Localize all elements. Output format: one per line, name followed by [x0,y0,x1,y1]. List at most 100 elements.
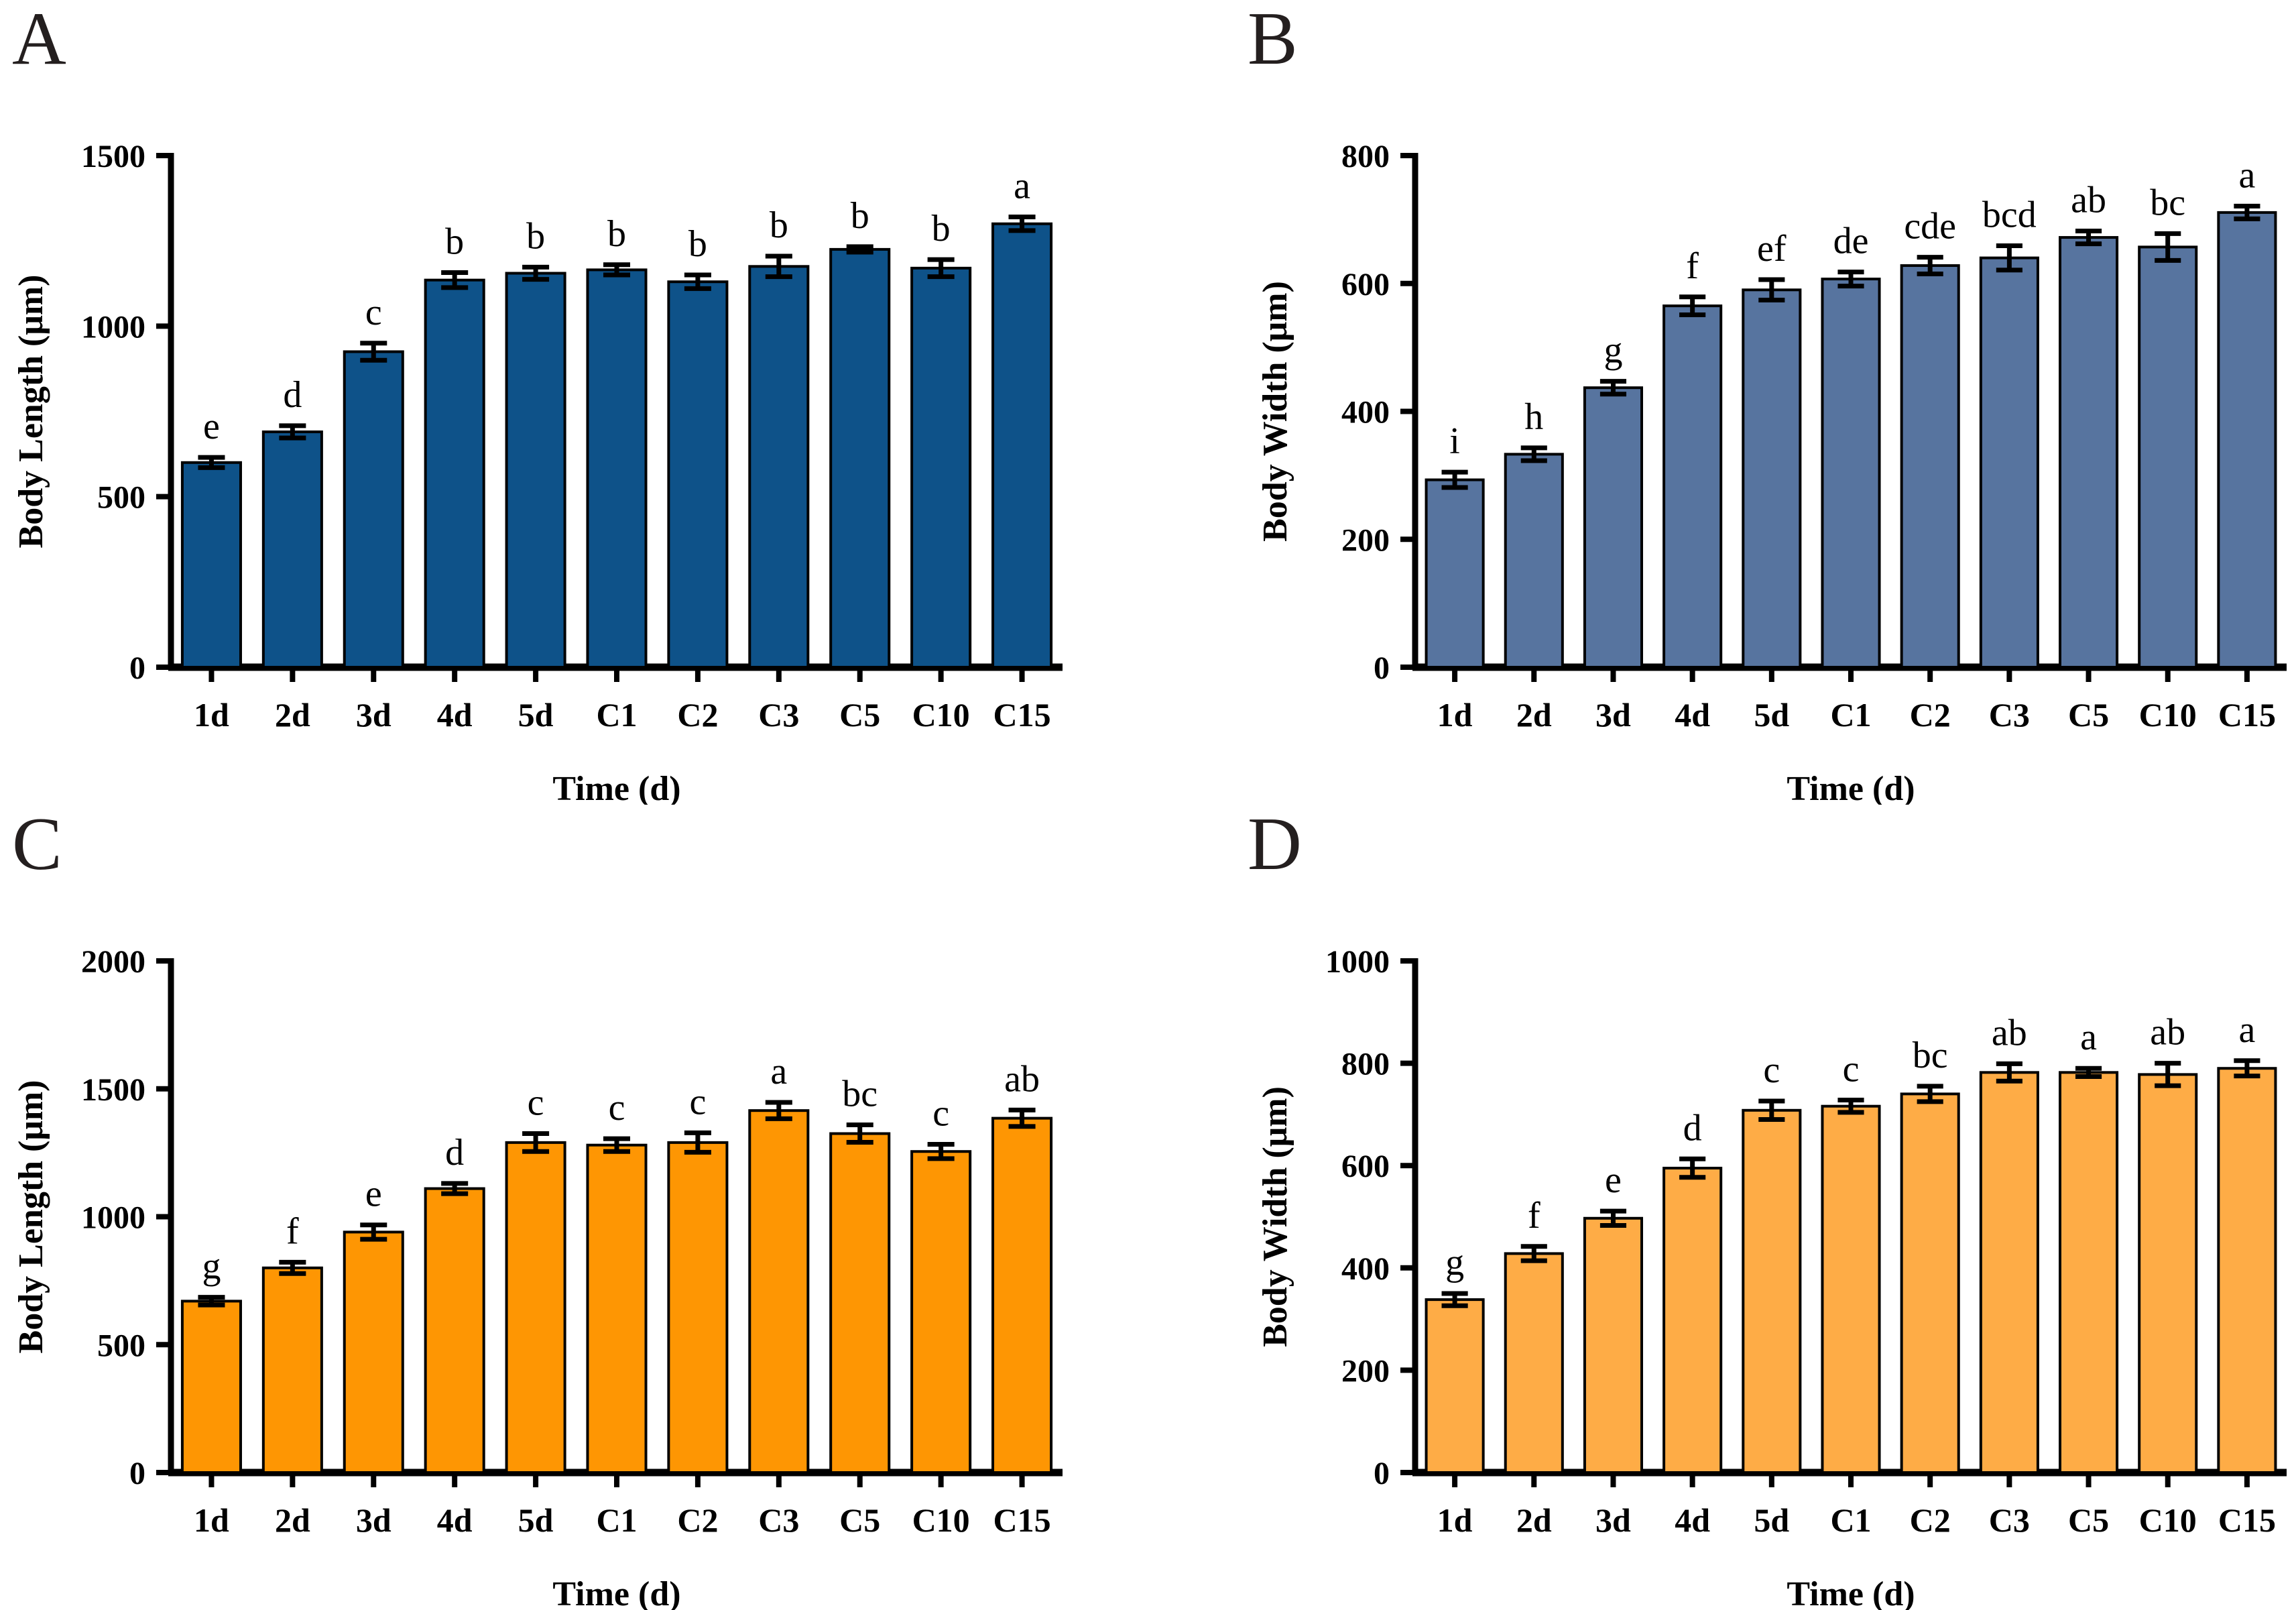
x-axis-title: Time (d) [552,1575,680,1610]
bar-C5 [2059,1071,2119,1475]
bar-C3 [748,265,810,669]
bar-1d [180,1300,242,1475]
panel-c: C 0 500 1000 1500 2000 g 1d f 2d e 3d d 4d c 5d c C1 c C2 a… [0,805,1148,1610]
bar-C3 [1979,1071,2039,1475]
y-tick-label: 0 [129,650,145,686]
bar-C2 [1900,1092,1960,1474]
x-category-label: C10 [2139,1501,2197,1539]
y-tick-label: 200 [1341,522,1390,558]
x-category-label: C15 [2218,1501,2276,1539]
sig-letter: f [286,1210,299,1252]
sig-letter: b [526,215,545,257]
y-tick-label: 2000 [81,944,145,980]
x-category-label: C5 [2068,1501,2109,1539]
x-category-label: C15 [993,696,1050,734]
x-category-label: C2 [677,696,718,734]
sig-letter: e [1605,1159,1622,1201]
bar-1d [1425,478,1485,669]
sig-letter: a [2238,154,2255,196]
sig-letter: d [1683,1107,1702,1149]
bar-4d [424,1187,485,1474]
sig-letter: g [1445,1242,1464,1283]
sig-letter: de [1833,221,1869,262]
x-category-label: C10 [2139,696,2197,734]
y-tick-label: 800 [1341,1047,1390,1082]
y-tick-label: 0 [129,1456,145,1491]
x-category-label: 2d [1516,696,1552,734]
bar-C10 [910,266,972,669]
bar-4d [1663,304,1723,669]
panel-a-body-length-bar-chart: 0 500 1000 1500 e 1d d 2d c 3d b 4d b 5d b C1 b C2 b C3 b C5 b… [12,139,1063,805]
sig-letter: ef [1757,228,1787,270]
sig-letter: b [607,213,626,255]
bar-C2 [667,1141,729,1474]
x-category-label: C3 [758,696,799,734]
bar-5d [1742,288,1802,669]
sig-letter: cde [1904,206,1956,247]
panel-d-body-width-bar-chart: 0 200 400 600 800 1000 g 1d f 2d e 3d d 4d c 5d c C1 bc C2 a… [1256,944,2287,1610]
sig-letter: g [202,1246,221,1287]
sig-letter: d [283,374,302,416]
bar-4d [424,278,485,669]
panel-b-label: B [1248,0,1298,80]
sig-letter: c [365,292,382,333]
y-tick-label: 600 [1341,1149,1390,1184]
sig-letter: a [770,1051,787,1092]
y-tick-label: 400 [1341,1251,1390,1287]
bar-5d [1742,1108,1802,1474]
sig-letter: f [1686,245,1699,287]
panel-d: D 0 200 400 600 800 1000 g 1d f 2d e 3d d 4d c 5d c C1 bc C… [1148,805,2296,1610]
sig-letter: c [932,1093,949,1135]
bar-1d [180,461,242,669]
panel-c-body-length-bar-chart: 0 500 1000 1500 2000 g 1d f 2d e 3d d 4d c 5d c C1 c C2 a C3… [12,944,1063,1610]
x-category-label: C5 [839,1501,880,1539]
x-category-label: 1d [194,696,229,734]
y-tick-label: 0 [1374,1456,1390,1491]
bar-C5 [2059,236,2119,669]
x-category-label: 1d [1437,1501,1473,1539]
bar-2d [261,1266,323,1474]
sig-letter: h [1524,396,1543,438]
sig-letter: bc [1913,1035,1948,1076]
x-category-label: C1 [1830,1501,1871,1539]
x-category-label: C15 [993,1501,1050,1539]
sig-letter: e [365,1173,382,1215]
x-category-label: C1 [1830,696,1871,734]
bar-C1 [586,1143,648,1474]
sig-letter: b [445,221,464,262]
y-axis-title: Body Width (μm) [1256,1086,1294,1347]
panel-c-label: C [12,803,62,886]
bar-C1 [1821,278,1881,669]
bar-C10 [2138,1073,2198,1474]
x-category-label: 4d [1675,1501,1710,1539]
x-category-label: 3d [356,696,391,734]
bar-C5 [829,247,891,669]
sig-letter: ab [1992,1012,2027,1053]
sig-letter: g [1604,330,1622,371]
sig-letter: a [2238,1009,2255,1051]
x-category-label: C2 [1910,1501,1951,1539]
sig-letter: d [445,1132,464,1173]
sig-letter: bc [2150,182,2185,223]
x-category-label: 4d [437,696,473,734]
y-tick-label: 1500 [81,139,145,174]
bar-C2 [667,280,729,669]
sig-letter: c [528,1082,544,1124]
bar-C15 [991,222,1053,669]
y-tick-label: 1000 [81,1200,145,1236]
bar-C15 [991,1116,1053,1474]
sig-letter: bcd [1982,194,2037,235]
sig-letter: ab [2071,180,2106,221]
sig-letter: b [688,223,707,265]
sig-letter: ab [1004,1058,1040,1100]
x-category-label: C5 [2068,696,2109,734]
bar-C15 [2217,1067,2277,1475]
bar-4d [1663,1167,1723,1474]
x-category-label: C10 [912,1501,970,1539]
y-tick-label: 0 [1374,650,1390,686]
y-tick-label: 200 [1341,1353,1390,1389]
panel-a-label: A [12,0,66,80]
x-category-label: 1d [1437,696,1473,734]
bar-3d [343,350,404,669]
